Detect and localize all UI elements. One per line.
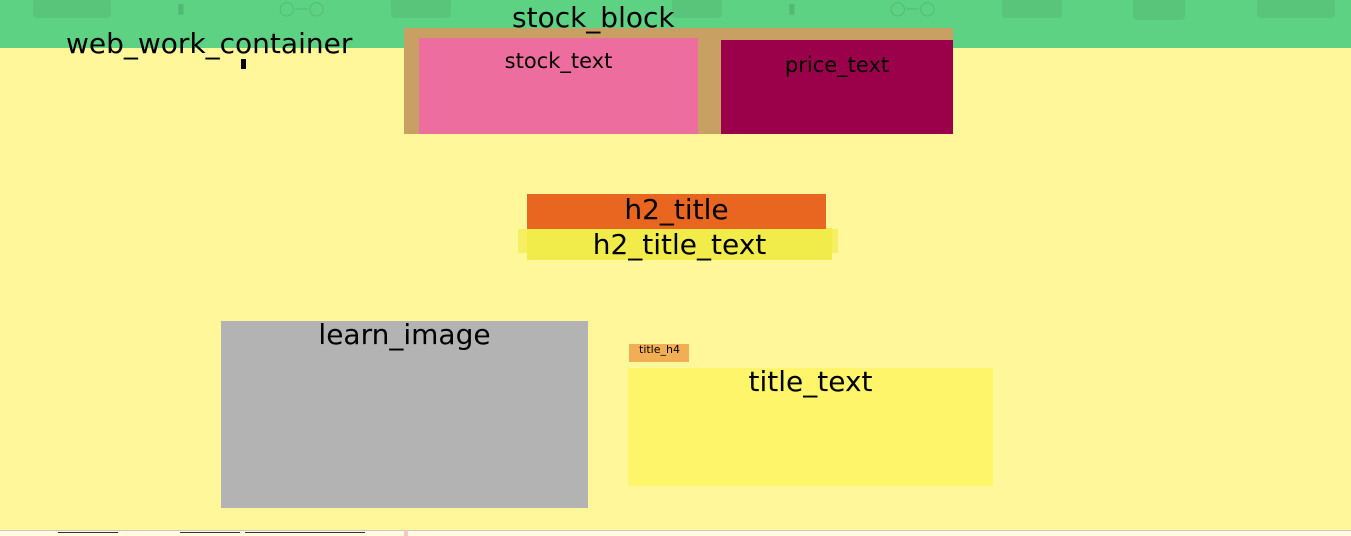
title-text: title_text [628, 365, 993, 486]
text-cursor-icon [241, 59, 246, 69]
window-icon [1002, 0, 1062, 18]
link-icon: ◯—◯ [279, 1, 325, 17]
title-h4: title_h4 [629, 344, 689, 362]
bottom-tab-marker [58, 532, 118, 536]
toggle-icon: ▮ [788, 1, 796, 17]
stock-text: stock_text [419, 38, 698, 134]
bottom-marker [404, 530, 408, 536]
bottom-tab-marker [245, 532, 305, 536]
stock-text-label: stock_text [504, 49, 613, 73]
price-text-label: price_text [784, 53, 890, 77]
window-icon [672, 0, 722, 18]
window-icon [33, 0, 111, 18]
h2-title: h2_title [527, 194, 826, 229]
h2-title-text [527, 228, 832, 260]
web-work-container-label: web_work_container [66, 27, 353, 60]
window-icon [1257, 0, 1335, 18]
window-icon [391, 0, 451, 18]
title-text-label: title_text [748, 365, 873, 398]
learn-image-label: learn_image [318, 318, 491, 351]
title-h4-label: title_h4 [639, 343, 680, 356]
bottom-scrollbar[interactable] [0, 530, 1351, 536]
h2-title-label: h2_title [624, 193, 729, 226]
bottom-tab-marker [180, 532, 240, 536]
price-text: price_text [721, 40, 953, 134]
settings-icon [1133, 0, 1185, 20]
link-icon: ◯—◯ [890, 1, 936, 17]
learn-image[interactable]: learn_image [221, 318, 588, 508]
stock-block-label: stock_block [512, 1, 675, 34]
h2-title-text-label: h2_title_text [592, 228, 767, 261]
toggle-icon: ▮ [177, 1, 185, 17]
bottom-tab-marker [305, 532, 365, 536]
